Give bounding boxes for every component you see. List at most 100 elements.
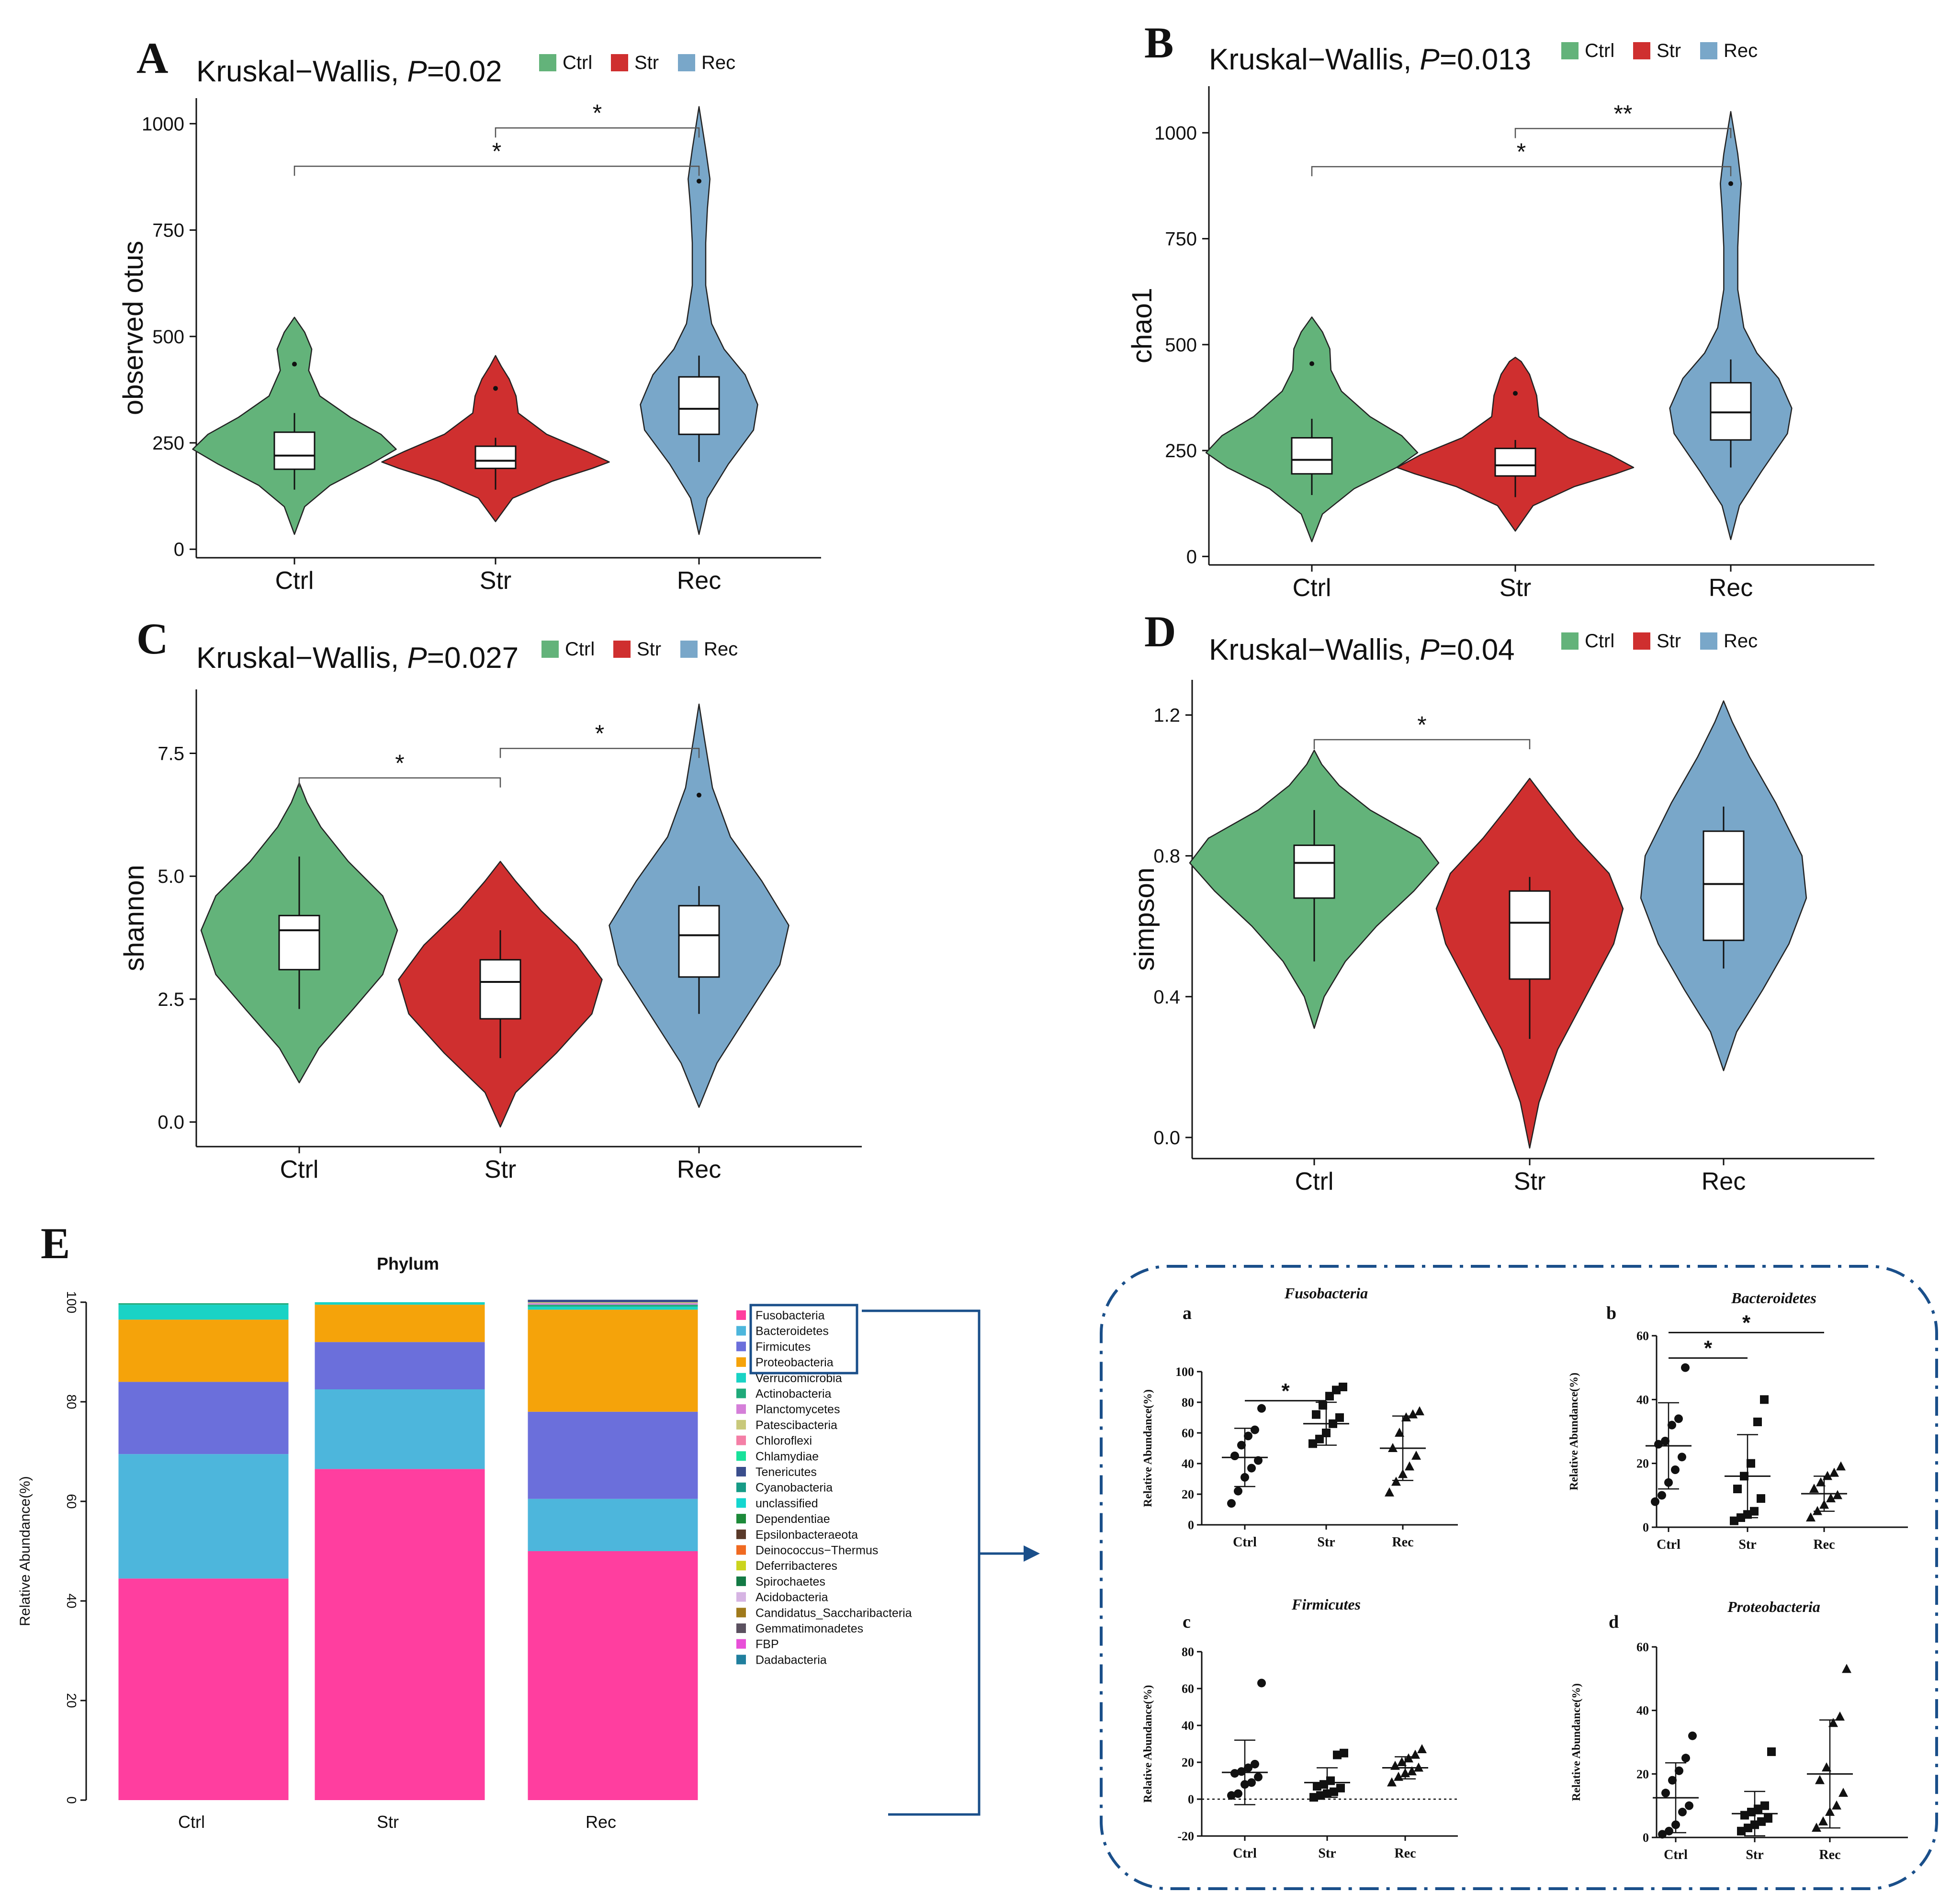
y-tick-label: 750 bbox=[1165, 229, 1197, 250]
panel-letter: D bbox=[1144, 607, 1176, 656]
box-str bbox=[1509, 890, 1551, 980]
data-point-ctrl bbox=[1230, 1769, 1239, 1778]
legend-label-epsilonbacteraeota: Epsilonbacteraeota bbox=[756, 1528, 858, 1542]
box-ctrl bbox=[1293, 845, 1335, 899]
significance-label: * bbox=[1281, 1379, 1290, 1403]
legend-swatch-chloroflexi bbox=[736, 1435, 746, 1445]
legend-swatch-rec bbox=[677, 53, 696, 72]
y-tick-label: 20 bbox=[1182, 1487, 1194, 1501]
data-point-rec bbox=[1835, 1711, 1845, 1721]
box-str bbox=[1494, 448, 1536, 477]
data-point-ctrl bbox=[1254, 1456, 1263, 1465]
data-point-ctrl bbox=[1227, 1499, 1236, 1508]
x-tick-label-ctrl: Ctrl bbox=[1233, 1846, 1257, 1861]
data-point-ctrl bbox=[1671, 1465, 1680, 1474]
bar-segment-patescibacteria-rec bbox=[528, 1302, 698, 1304]
significance-bracket bbox=[495, 127, 700, 138]
legend-swatch-dependentiae bbox=[736, 1514, 746, 1524]
legend-highlight-box bbox=[749, 1304, 858, 1374]
significance-label: * bbox=[1417, 711, 1426, 738]
significance-label: * bbox=[1517, 138, 1526, 165]
data-point-str bbox=[1309, 1793, 1318, 1802]
data-point-ctrl bbox=[1237, 1767, 1246, 1776]
data-point-rec bbox=[1391, 1476, 1401, 1486]
data-point-rec bbox=[1832, 1800, 1841, 1810]
legend-label-str: Str bbox=[634, 52, 659, 73]
bar-segment-fusobacteria-str bbox=[315, 1469, 485, 1800]
data-point-str bbox=[1319, 1401, 1327, 1410]
bar-segment-firmicutes-str bbox=[315, 1342, 485, 1389]
legend-swatch-cyanobacteria bbox=[736, 1482, 746, 1492]
y-tick-label: 7.5 bbox=[158, 743, 184, 764]
legend-swatch-deinococcus-thermus bbox=[736, 1545, 746, 1555]
y-tick-label: 500 bbox=[1165, 335, 1197, 356]
chart-title: Bacteroidetes bbox=[1731, 1289, 1816, 1307]
x-tick-label-rec: Rec bbox=[586, 1812, 616, 1832]
legend-label-unclassified: unclassified bbox=[756, 1497, 818, 1510]
y-tick-label: 100 bbox=[64, 1291, 79, 1314]
box-rec bbox=[678, 905, 720, 978]
box-str bbox=[479, 959, 521, 1020]
y-tick-label: 20 bbox=[1636, 1457, 1649, 1471]
bar-segment-proteobacteria-ctrl bbox=[118, 1319, 289, 1382]
box-rec bbox=[1710, 382, 1752, 441]
legend-label-ctrl: Ctrl bbox=[563, 52, 592, 73]
y-tick-label: 2.5 bbox=[158, 989, 184, 1010]
data-point-rec bbox=[1404, 1753, 1413, 1763]
data-point-ctrl bbox=[1661, 1437, 1669, 1445]
legend-swatch-deferribacteres bbox=[736, 1561, 746, 1571]
data-point-rec bbox=[1829, 1467, 1839, 1477]
title-p: P bbox=[407, 642, 427, 675]
data-point-ctrl bbox=[1678, 1807, 1687, 1816]
data-point-rec bbox=[1823, 1471, 1832, 1480]
data-point-ctrl bbox=[1668, 1776, 1677, 1785]
y-tick-label: 750 bbox=[152, 220, 184, 241]
data-point-rec bbox=[1838, 1788, 1848, 1797]
data-point-rec bbox=[1815, 1775, 1825, 1784]
chart-title: Kruskal−Wallis, P=0.013 bbox=[1209, 43, 1531, 76]
chart-title: Kruskal−Wallis, P=0.027 bbox=[196, 642, 519, 675]
y-tick-label: 0 bbox=[1188, 1792, 1194, 1806]
title-value: =0.02 bbox=[427, 55, 502, 88]
data-point-str bbox=[1333, 1750, 1342, 1759]
data-point-str bbox=[1754, 1804, 1762, 1814]
legend-label-dadabacteria: Dadabacteria bbox=[756, 1653, 827, 1667]
legend-swatch-rec bbox=[1699, 41, 1718, 60]
data-point-rec bbox=[1806, 1512, 1816, 1521]
data-point-str bbox=[1764, 1814, 1772, 1823]
title-prefix: Kruskal−Wallis, bbox=[1209, 633, 1420, 666]
y-axis-label: Relative Abundance(%) bbox=[17, 1476, 33, 1626]
data-point-str bbox=[1757, 1494, 1765, 1503]
panel-letter: E bbox=[41, 1219, 70, 1268]
legend-label-rec: Rec bbox=[1724, 40, 1758, 61]
legend-swatch-spirochaetes bbox=[736, 1576, 746, 1586]
data-point-str bbox=[1757, 1817, 1766, 1826]
legend-label-gemmatimonadetes: Gemmatimonadetes bbox=[756, 1622, 863, 1635]
chart-title: Kruskal−Wallis, P=0.04 bbox=[1209, 633, 1515, 666]
title-prefix: Kruskal−Wallis, bbox=[196, 642, 407, 675]
legend-swatch-fusobacteria bbox=[736, 1310, 746, 1320]
data-point-str bbox=[1760, 1801, 1769, 1810]
data-point-ctrl bbox=[1237, 1441, 1246, 1450]
chart-title: Phylum bbox=[377, 1254, 439, 1273]
chart-title: Firmicutes bbox=[1291, 1596, 1361, 1613]
bar-segment-bacteroidetes-rec bbox=[528, 1498, 698, 1551]
y-tick-label: 0 bbox=[1643, 1831, 1649, 1845]
data-point-rec bbox=[1816, 1477, 1826, 1487]
data-point-rec bbox=[1809, 1484, 1819, 1493]
significance-label: * bbox=[595, 720, 604, 747]
connector-bracket bbox=[862, 1309, 981, 1816]
panel-ed-proteobacteria: d Proteobacteria 0 20 40 60 Relative Abundance… bbox=[1570, 1598, 1908, 1862]
legend-swatch-fbp bbox=[736, 1639, 746, 1649]
legend-swatch-chlamydiae bbox=[736, 1451, 746, 1461]
significance-bracket bbox=[1514, 128, 1732, 138]
title-prefix: Kruskal−Wallis, bbox=[1209, 43, 1420, 76]
panel-letter: a bbox=[1183, 1303, 1192, 1323]
bar-segment-bacteroidetes-str bbox=[315, 1389, 485, 1469]
y-tick-label: 40 bbox=[1182, 1457, 1194, 1471]
panel-e-phylum-stacked-bar: E Phylum 0 20 40 60 80 100 Relative Abundance(%)… bbox=[17, 1219, 1040, 1832]
title-value: =0.013 bbox=[1440, 43, 1531, 76]
panel-letter: A bbox=[136, 34, 168, 82]
legend-swatch-epsilonbacteraeota bbox=[736, 1529, 746, 1539]
legend-label-cyanobacteria: Cyanobacteria bbox=[756, 1481, 833, 1495]
